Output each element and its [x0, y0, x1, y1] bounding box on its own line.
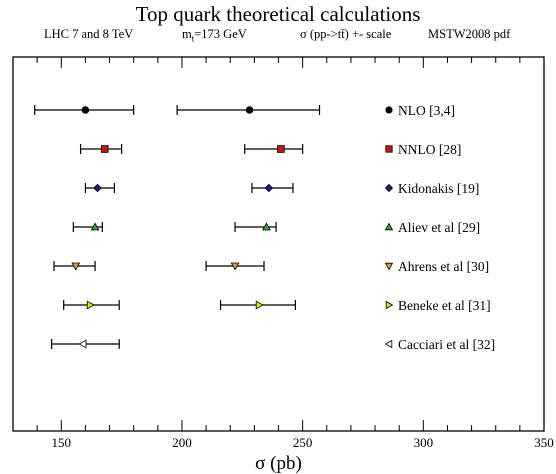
subtitle-energy: LHC 7 and 8 TeV	[44, 27, 134, 41]
subtitle-sigma: σ (pp->tt̄) +- scale	[300, 27, 392, 41]
data-point	[277, 145, 285, 153]
legend-marker	[384, 339, 393, 349]
data-point	[71, 262, 81, 271]
x-tick-label: 150	[52, 435, 72, 450]
legend-label: Aliev et al [29]	[398, 220, 480, 235]
x-axis-label: σ (pb)	[255, 453, 302, 474]
legend-label: Beneke et al [31]	[398, 298, 491, 313]
mass-subscript: t	[191, 33, 195, 44]
x-tick-label: 250	[293, 435, 313, 450]
data-point	[255, 300, 264, 310]
legend-label: Ahrens et al [30]	[398, 259, 489, 274]
x-tick-label: 350	[534, 435, 554, 450]
legend-label: Kidonakis [19]	[398, 181, 479, 196]
subtitle-pdf: MSTW2008 pdf	[428, 27, 511, 41]
data-point	[81, 106, 90, 114]
data-point	[86, 300, 95, 310]
x-tick-label: 200	[172, 435, 192, 450]
legend-marker	[385, 106, 393, 114]
legend-marker	[384, 183, 394, 193]
mass-prefix: m	[182, 27, 192, 41]
plot-frame	[12, 56, 545, 432]
data-point	[264, 183, 274, 193]
legend-marker	[385, 300, 394, 310]
data-point	[230, 262, 240, 271]
legend-marker	[384, 262, 394, 271]
chart-title: Top quark theoretical calculations	[135, 2, 421, 26]
legend-marker	[384, 222, 394, 231]
x-tick-label: 300	[414, 435, 434, 450]
data-point	[262, 222, 271, 231]
data-point	[93, 183, 102, 193]
data-point	[245, 106, 254, 114]
data-point	[100, 145, 109, 153]
legend-label: NLO [3,4]	[398, 103, 455, 118]
data-point	[90, 222, 100, 231]
legend-label: NNLO [28]	[398, 142, 461, 157]
subtitle-mass: mt=173 GeV	[182, 27, 247, 44]
mass-suffix: =173 GeV	[194, 27, 247, 41]
data-point	[78, 339, 87, 349]
legend-label: Cacciari et al [32]	[398, 337, 495, 352]
legend-marker	[385, 145, 393, 153]
